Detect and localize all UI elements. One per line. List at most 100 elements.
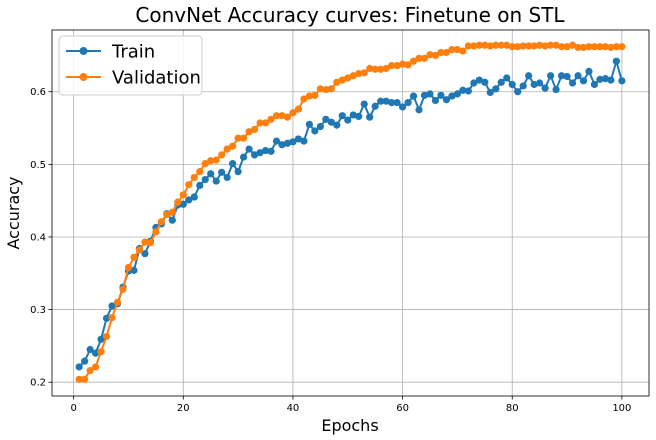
data-point-validation: [316, 85, 324, 93]
data-point-train: [612, 57, 620, 65]
data-point-train: [311, 127, 319, 135]
data-point-validation: [503, 41, 511, 49]
data-point-validation: [141, 238, 149, 246]
data-point-validation: [261, 119, 270, 127]
series-train: [75, 57, 626, 371]
series-validation: [75, 41, 626, 383]
data-point-validation: [86, 366, 94, 375]
data-point-train: [97, 335, 105, 343]
data-point-validation: [229, 142, 237, 150]
data-point-validation: [481, 41, 489, 49]
data-point-validation: [223, 145, 231, 153]
data-point-train: [366, 113, 374, 121]
data-point-validation: [278, 112, 286, 120]
data-point-validation: [541, 42, 549, 50]
data-point-train: [207, 170, 215, 178]
data-point-validation: [322, 85, 330, 94]
data-point-train: [536, 79, 544, 87]
data-point-train: [530, 80, 538, 89]
data-point-train: [333, 121, 341, 129]
data-point-train: [393, 99, 401, 107]
data-point-validation: [590, 43, 599, 51]
x-tick-label: 80: [506, 403, 519, 414]
data-point-validation: [108, 313, 116, 322]
data-point-validation: [119, 285, 127, 293]
data-point-validation: [333, 78, 341, 86]
data-point-validation: [514, 43, 522, 51]
data-point-validation: [179, 191, 187, 199]
data-point-validation: [486, 42, 494, 50]
data-point-train: [568, 79, 577, 87]
data-point-train: [245, 145, 253, 153]
data-point-validation: [75, 375, 83, 383]
data-point-validation: [218, 151, 226, 159]
data-point-train: [382, 97, 390, 105]
data-point-validation: [289, 109, 297, 117]
data-point-train: [91, 349, 100, 357]
legend-item-validation: Validation: [66, 68, 201, 89]
data-point-validation: [596, 43, 604, 51]
data-point-validation: [453, 46, 462, 54]
data-point-train: [102, 314, 111, 322]
data-point-train: [475, 76, 483, 84]
data-point-train: [223, 173, 231, 182]
data-point-validation: [91, 363, 100, 371]
data-point-validation: [420, 54, 429, 62]
chart-title: ConvNet Accuracy curves: Finetune on STL: [135, 3, 565, 27]
data-point-validation: [300, 95, 308, 103]
data-point-train: [371, 102, 379, 110]
data-point-train: [388, 99, 396, 107]
data-point-validation: [146, 239, 155, 247]
data-point-train: [420, 91, 429, 99]
legend-swatch-marker: [79, 73, 88, 81]
data-point-validation: [344, 74, 352, 82]
data-point-train: [316, 122, 324, 131]
data-point-validation: [409, 57, 418, 65]
data-point-validation: [327, 85, 335, 93]
data-point-validation: [371, 65, 379, 73]
data-point-validation: [250, 125, 259, 134]
data-point-validation: [267, 115, 275, 123]
data-point-train: [81, 357, 89, 365]
data-point-validation: [398, 60, 407, 68]
data-point-train: [338, 112, 346, 120]
data-point-train: [300, 137, 308, 145]
data-point-train: [261, 146, 270, 155]
data-point-validation: [536, 41, 544, 49]
legend-label: Train: [111, 42, 155, 63]
data-point-validation: [338, 76, 346, 84]
data-point-validation: [207, 157, 215, 165]
y-tick-label: 0.4: [30, 232, 46, 243]
data-point-validation: [475, 41, 483, 49]
data-point-train: [541, 84, 549, 92]
data-point-validation: [355, 69, 363, 78]
data-point-validation: [272, 112, 281, 120]
data-point-train: [218, 168, 226, 176]
data-point-validation: [81, 375, 89, 383]
data-point-validation: [382, 64, 390, 73]
data-point-validation: [283, 113, 292, 121]
data-point-train: [398, 103, 407, 111]
y-tick-label: 0.2: [30, 378, 46, 389]
data-point-train: [250, 151, 259, 159]
data-point-validation: [294, 105, 303, 113]
x-tick-label: 40: [287, 403, 300, 414]
data-point-validation: [196, 168, 204, 176]
data-point-train: [590, 80, 599, 89]
data-point-train: [196, 181, 204, 190]
data-point-validation: [135, 246, 144, 254]
x-axis-title: Epochs: [321, 416, 378, 435]
data-point-validation: [366, 64, 374, 73]
series-layer: [75, 41, 626, 383]
data-point-validation: [601, 43, 610, 51]
data-point-train: [322, 115, 330, 123]
data-point-train: [519, 82, 527, 90]
data-point-train: [508, 80, 516, 89]
data-point-validation: [563, 43, 571, 51]
data-point-validation: [585, 43, 593, 51]
data-point-validation: [426, 51, 434, 59]
x-tick-label: 60: [396, 403, 409, 414]
data-point-validation: [492, 41, 500, 49]
plot-area-frame: [51, 29, 650, 397]
data-point-train: [212, 177, 220, 185]
